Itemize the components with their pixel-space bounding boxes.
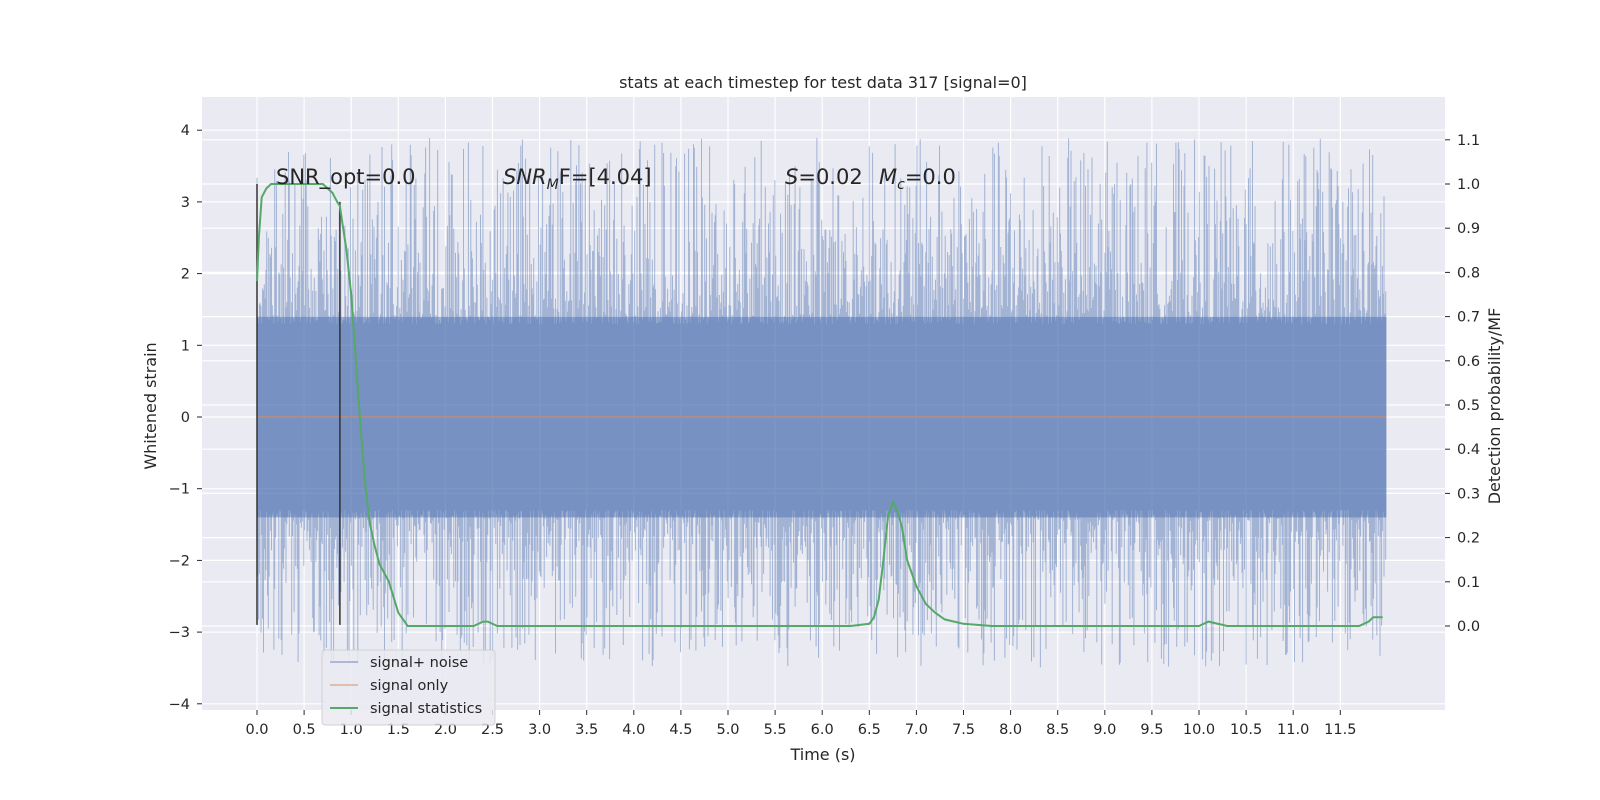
annotation-snr-mf: SNRMF=[4.04]	[503, 165, 652, 193]
y-tick-label: −4	[169, 697, 190, 713]
x-tick-label: 8.5	[1046, 722, 1069, 738]
y2-tick-label: 0.6	[1457, 354, 1480, 370]
y-axis-label: Whitened strain	[141, 342, 160, 469]
y2-axis-ticks: 1.1 1.0 0.9 0.8 0.7 0.6 0.5 0.4 0.3 0.2 0.1 0.0	[1445, 133, 1480, 635]
x-tick-label: 2.5	[481, 722, 504, 738]
legend-label-noise: signal+ noise	[370, 655, 468, 671]
y2-tick-label: 0.5	[1457, 398, 1480, 414]
line-series	[256, 183, 1387, 627]
y2-axis-label: Detection probability/MF	[1485, 308, 1504, 505]
x-tick-label: 9.5	[1140, 722, 1163, 738]
y2-tick-label: 0.9	[1457, 221, 1480, 237]
y-tick-label: 2	[181, 267, 190, 283]
x-tick-label: 11.0	[1277, 722, 1309, 738]
x-tick-label: 6.0	[811, 722, 834, 738]
x-tick-label: 10.5	[1230, 722, 1262, 738]
y-tick-label: −1	[169, 482, 190, 498]
x-tick-label: 5.5	[764, 722, 787, 738]
x-tick-label: 7.0	[905, 722, 928, 738]
x-tick-label: 0.0	[245, 722, 268, 738]
x-tick-label: 4.0	[622, 722, 645, 738]
y-tick-label: 3	[181, 195, 190, 211]
annotation-snr-opt: SNR_opt=0.0	[276, 165, 416, 190]
x-tick-label: 1.5	[387, 722, 410, 738]
y2-tick-label: 0.0	[1457, 619, 1480, 635]
legend-label-stats: signal statistics	[370, 701, 482, 717]
x-tick-label: 1.0	[340, 722, 363, 738]
x-tick-label: 10.0	[1183, 722, 1215, 738]
x-tick-label: 7.5	[952, 722, 975, 738]
y-tick-label: −3	[169, 625, 190, 641]
y-axis-ticks: 4 3 2 1 0 −1 −2 −3 −4	[169, 123, 202, 713]
y2-tick-label: 0.4	[1457, 442, 1480, 458]
y2-tick-label: 0.7	[1457, 310, 1480, 326]
y2-tick-label: 1.0	[1457, 177, 1480, 193]
x-axis-ticks: 0.0 0.5 1.0 1.5 2.0 2.5 3.0 3.5 4.0 4.5 5.0 5.5 6.0 6…	[245, 710, 1356, 738]
x-tick-label: 5.0	[716, 722, 739, 738]
annotation-mc: Mc=0.0	[879, 165, 956, 193]
chart-title: stats at each timestep for test data 317…	[619, 73, 1027, 92]
y2-tick-label: 0.2	[1457, 531, 1480, 547]
x-tick-label: 8.0	[999, 722, 1022, 738]
x-axis-label: Time (s)	[789, 745, 855, 764]
y-tick-label: −2	[169, 553, 190, 569]
x-tick-label: 9.0	[1093, 722, 1116, 738]
y-tick-label: 1	[181, 338, 190, 354]
y2-tick-label: 1.1	[1457, 133, 1480, 149]
annotation-s: S=0.02	[785, 165, 863, 189]
x-tick-label: 6.5	[858, 722, 881, 738]
x-tick-label: 11.5	[1324, 722, 1356, 738]
x-tick-label: 4.5	[669, 722, 692, 738]
x-tick-label: 2.0	[434, 722, 457, 738]
y2-tick-label: 0.8	[1457, 265, 1480, 281]
y-tick-label: 0	[181, 410, 190, 426]
signal-statistics-line	[256, 183, 1383, 627]
y-tick-label: 4	[181, 123, 190, 139]
y2-tick-label: 0.1	[1457, 575, 1480, 591]
legend-label-signal: signal only	[370, 678, 449, 694]
x-tick-label: 3.0	[528, 722, 551, 738]
legend-box	[321, 649, 496, 726]
y2-tick-label: 0.3	[1457, 486, 1480, 502]
x-tick-label: 3.5	[575, 722, 598, 738]
x-tick-label: 0.5	[293, 722, 316, 738]
legend: signal+ noise signal only signal statist…	[321, 649, 496, 726]
